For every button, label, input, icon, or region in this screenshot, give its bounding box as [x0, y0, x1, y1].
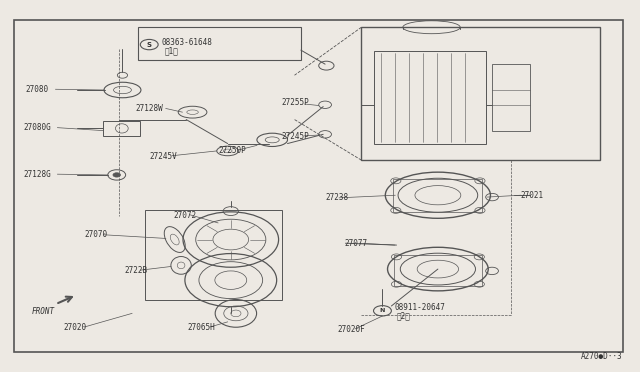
Text: 27072: 27072	[173, 211, 196, 220]
Text: 2722B: 2722B	[124, 266, 147, 275]
Bar	[394, 256, 482, 286]
Text: 27128G: 27128G	[24, 170, 51, 179]
Text: 08363-61648: 08363-61648	[162, 38, 213, 46]
Text: （2）: （2）	[397, 311, 411, 320]
Text: 27077: 27077	[344, 239, 367, 248]
Bar	[394, 179, 483, 212]
Text: 27070: 27070	[84, 230, 108, 239]
Text: 27245V: 27245V	[149, 152, 177, 161]
Text: FRONT: FRONT	[31, 307, 54, 316]
Text: 27065H: 27065H	[188, 323, 215, 331]
Bar	[145, 210, 282, 301]
Text: 27238: 27238	[325, 193, 348, 202]
Text: 27255P: 27255P	[282, 99, 310, 108]
Text: 08911-20647: 08911-20647	[394, 303, 445, 312]
Text: N: N	[380, 308, 385, 313]
Text: 27080G: 27080G	[24, 123, 51, 132]
Bar	[362, 27, 600, 160]
Text: 27128W: 27128W	[135, 104, 163, 113]
Text: S: S	[147, 42, 152, 48]
Bar	[103, 121, 140, 136]
Text: （1）: （1）	[164, 47, 179, 56]
Text: A270●D··3: A270●D··3	[581, 352, 623, 361]
Circle shape	[113, 173, 120, 177]
Text: 27020: 27020	[64, 323, 87, 331]
Bar	[138, 27, 301, 61]
Text: 27245P: 27245P	[282, 132, 310, 141]
Bar	[492, 64, 531, 131]
Text: 27020F: 27020F	[337, 325, 365, 334]
Text: 27021: 27021	[521, 191, 544, 200]
Text: 27250P: 27250P	[218, 146, 246, 155]
Bar	[374, 51, 486, 144]
Text: 27080: 27080	[26, 85, 49, 94]
